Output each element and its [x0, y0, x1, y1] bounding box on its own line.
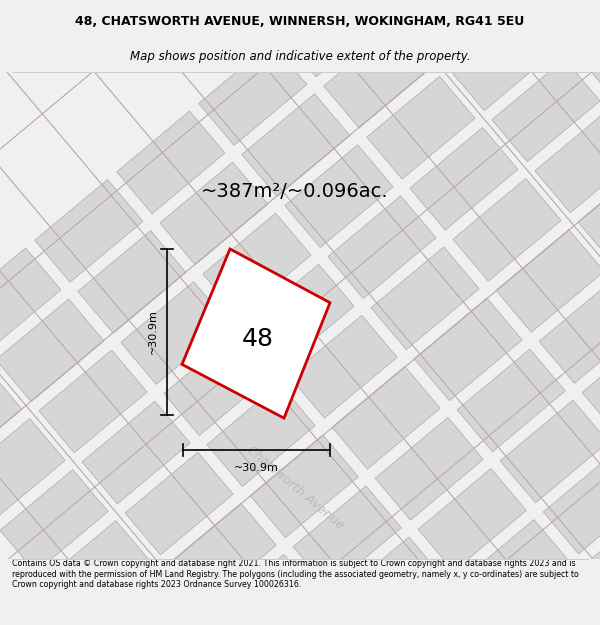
Polygon shape	[574, 0, 600, 93]
Polygon shape	[35, 179, 143, 282]
Text: ~30.9m: ~30.9m	[234, 463, 279, 473]
Polygon shape	[418, 469, 526, 571]
Polygon shape	[129, 622, 238, 625]
Polygon shape	[500, 400, 600, 502]
Text: 48: 48	[242, 326, 274, 351]
Polygon shape	[0, 368, 22, 470]
Polygon shape	[254, 606, 362, 625]
Polygon shape	[203, 213, 311, 316]
Polygon shape	[160, 162, 268, 265]
Polygon shape	[547, 622, 600, 625]
Polygon shape	[535, 110, 600, 213]
Polygon shape	[453, 179, 561, 281]
Polygon shape	[121, 282, 229, 384]
Polygon shape	[246, 264, 354, 367]
Polygon shape	[324, 25, 432, 128]
Polygon shape	[117, 111, 225, 214]
Polygon shape	[125, 452, 233, 555]
Polygon shape	[531, 0, 600, 42]
Polygon shape	[168, 503, 276, 606]
Polygon shape	[86, 572, 194, 625]
Text: ~387m²/~0.096ac.: ~387m²/~0.096ac.	[201, 182, 389, 201]
Polygon shape	[582, 332, 600, 434]
Polygon shape	[0, 248, 61, 351]
Polygon shape	[164, 332, 272, 436]
Polygon shape	[199, 42, 307, 146]
Polygon shape	[578, 161, 600, 264]
Polygon shape	[285, 145, 393, 248]
Polygon shape	[362, 0, 471, 9]
Polygon shape	[414, 298, 522, 401]
Polygon shape	[539, 281, 600, 383]
Polygon shape	[375, 418, 483, 520]
Polygon shape	[332, 366, 440, 469]
Polygon shape	[250, 435, 358, 538]
Polygon shape	[0, 419, 65, 521]
Polygon shape	[82, 401, 190, 504]
Polygon shape	[461, 519, 569, 622]
Polygon shape	[293, 486, 401, 589]
Polygon shape	[211, 554, 319, 625]
Polygon shape	[78, 231, 186, 333]
Text: Contains OS data © Crown copyright and database right 2021. This information is : Contains OS data © Crown copyright and d…	[12, 559, 579, 589]
Text: Map shows position and indicative extent of the property.: Map shows position and indicative extent…	[130, 49, 470, 62]
Polygon shape	[207, 384, 315, 486]
Polygon shape	[43, 521, 151, 623]
Polygon shape	[289, 316, 397, 418]
Polygon shape	[586, 503, 600, 605]
Polygon shape	[543, 451, 600, 554]
Text: 48, CHATSWORTH AVENUE, WINNERSH, WOKINGHAM, RG41 5EU: 48, CHATSWORTH AVENUE, WINNERSH, WOKINGH…	[76, 15, 524, 28]
Polygon shape	[492, 59, 600, 162]
Polygon shape	[0, 469, 108, 572]
Polygon shape	[379, 588, 487, 625]
Polygon shape	[496, 229, 600, 332]
Text: Chatsworth Avenue: Chatsworth Avenue	[244, 443, 346, 532]
Polygon shape	[182, 249, 330, 418]
Polygon shape	[0, 299, 104, 402]
Polygon shape	[505, 571, 600, 625]
Text: ~30.9m: ~30.9m	[148, 309, 158, 354]
Polygon shape	[328, 196, 436, 299]
Polygon shape	[449, 8, 557, 111]
Polygon shape	[336, 537, 445, 625]
Polygon shape	[242, 94, 350, 196]
Polygon shape	[410, 127, 518, 230]
Polygon shape	[406, 0, 514, 59]
Polygon shape	[367, 76, 475, 179]
Polygon shape	[457, 349, 565, 452]
Polygon shape	[39, 350, 147, 452]
Polygon shape	[281, 0, 389, 77]
Polygon shape	[371, 247, 479, 349]
